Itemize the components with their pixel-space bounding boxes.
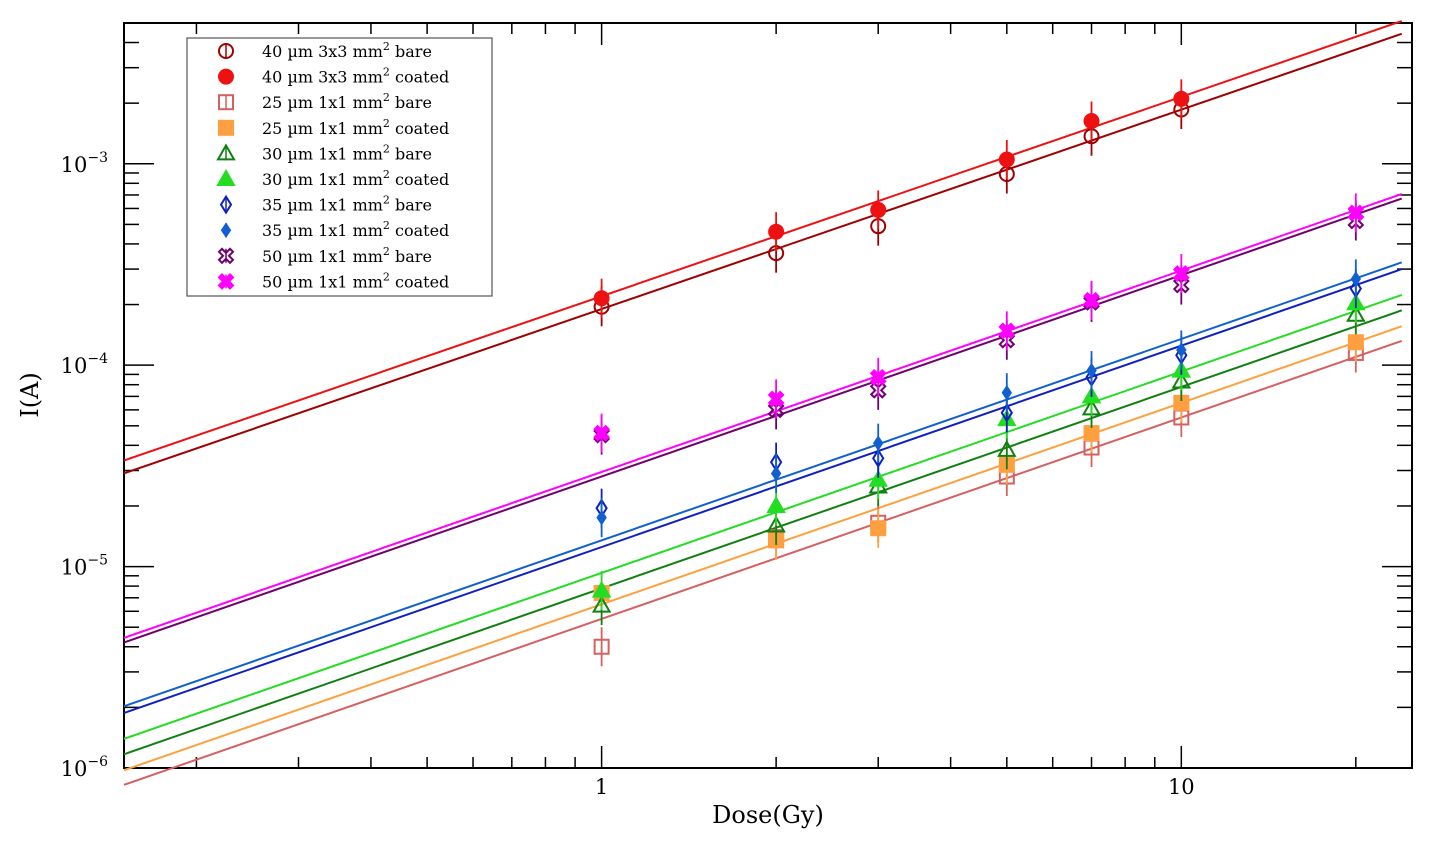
data-point (873, 435, 884, 451)
legend-label: 50 µm 1x1 mm2 coated (262, 270, 449, 291)
legend-label: 25 µm 1x1 mm2 coated (262, 117, 449, 138)
data-point (591, 580, 612, 598)
legend-label: 50 µm 1x1 mm2 bare (262, 245, 432, 266)
legend-marker (218, 68, 234, 85)
data-point (768, 223, 785, 240)
legend-label: 30 µm 1x1 mm2 coated (262, 168, 449, 189)
data-point (593, 290, 610, 307)
data-point (869, 368, 887, 386)
data-point (767, 390, 785, 408)
data-point (872, 448, 885, 469)
data-point (593, 424, 611, 442)
legend-label: 35 µm 1x1 mm2 bare (262, 194, 432, 215)
data-point (868, 469, 888, 487)
y-axis-title: I(A) (16, 372, 44, 418)
data-point (1001, 384, 1013, 401)
legend-label: 40 µm 3x3 mm2 bare (262, 40, 432, 61)
legend-marker (217, 272, 235, 290)
legend-box (186, 37, 493, 297)
legend-marker (216, 168, 236, 186)
data-point (1083, 425, 1100, 442)
fit-line (123, 325, 1403, 772)
legend-label: 30 µm 1x1 mm2 bare (262, 142, 432, 163)
data-point (998, 151, 1015, 168)
legend-marker (218, 119, 234, 136)
data-point (596, 509, 607, 526)
x-axis-title: Dose(Gy) (712, 801, 824, 829)
data-point (591, 595, 612, 613)
y-tick-labels: 10−6 10−5 10−4 10−3 (61, 150, 108, 781)
y-tick-label: 10−3 (61, 150, 108, 177)
fit-line (123, 197, 1403, 644)
y-tick-label: 10−5 (61, 553, 108, 580)
legend-marker (216, 143, 236, 161)
data-point (870, 201, 887, 218)
x-tick-label: 1 (595, 775, 608, 799)
legend-marker (217, 247, 235, 265)
legend-label: 40 µm 3x3 mm2 coated (262, 66, 449, 87)
data-point (870, 520, 887, 537)
data-point (1350, 271, 1362, 287)
data-point (770, 465, 782, 482)
data-points (591, 79, 1366, 667)
data-point (1347, 204, 1365, 222)
fit-line (123, 309, 1403, 756)
data-point (998, 322, 1016, 340)
data-point (766, 515, 786, 533)
data-point (1347, 334, 1364, 351)
legend-label: 35 µm 1x1 mm2 coated (262, 219, 449, 240)
data-point (997, 439, 1017, 457)
data-point (1176, 342, 1187, 358)
data-point (1172, 265, 1190, 282)
legend: 40 µm 3x3 mm2 bare 40 µm 3x3 mm2 coated 25… (186, 37, 493, 297)
legend-marker (219, 194, 233, 215)
data-point (1173, 90, 1190, 107)
fit-line (123, 261, 1403, 708)
legend-marker (218, 94, 234, 111)
x-tick-labels: 1 10 (595, 775, 1195, 799)
fit-lines (123, 20, 1403, 786)
fit-line (123, 294, 1403, 740)
fit-line (123, 20, 1403, 462)
data-point (1083, 291, 1100, 309)
legend-marker (220, 222, 232, 239)
data-point (766, 495, 786, 513)
legend-marker (218, 43, 234, 59)
x-tick-label: 10 (1168, 775, 1195, 799)
data-point (1000, 402, 1013, 423)
y-tick-label: 10−6 (61, 754, 108, 781)
fit-line (123, 193, 1403, 639)
y-tick-label: 10−4 (61, 351, 108, 378)
data-point (1083, 113, 1100, 130)
plot-frame (123, 22, 1413, 769)
axis-ticks (124, 22, 1412, 769)
data-point (1086, 362, 1097, 379)
legend-label: 25 µm 1x1 mm2 bare (262, 91, 432, 112)
fit-line (123, 268, 1403, 714)
data-point (593, 638, 610, 655)
